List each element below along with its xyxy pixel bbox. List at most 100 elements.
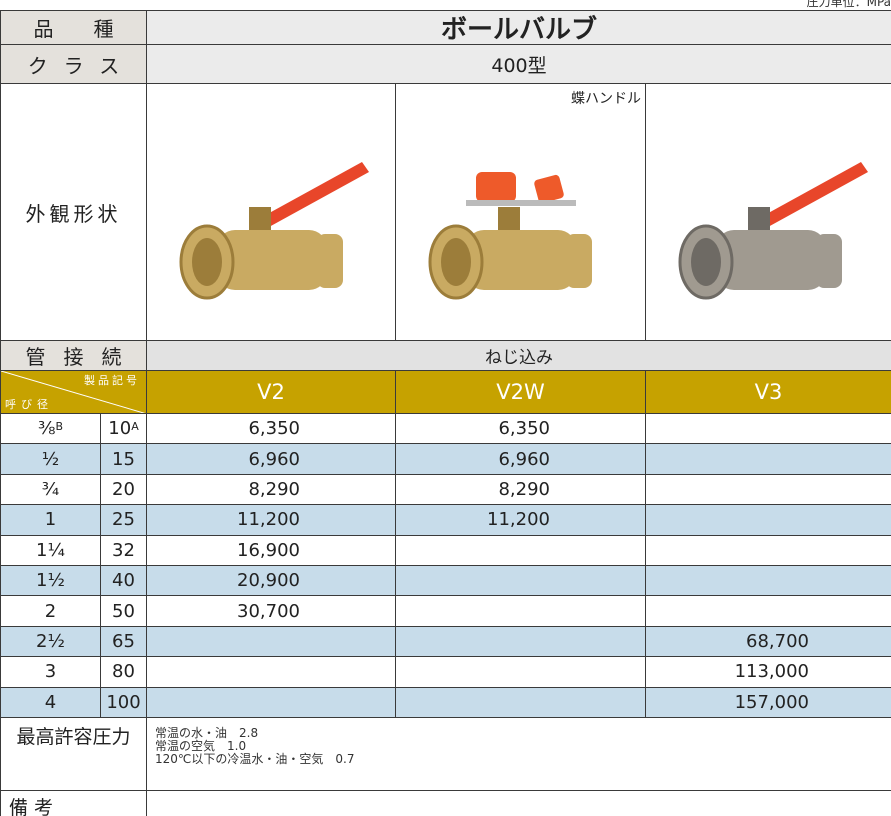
- header-code: 製品記号: [84, 374, 140, 387]
- mm-size: 65: [100, 625, 147, 658]
- inch-size: ½: [0, 443, 101, 475]
- connection-value: ねじ込み: [146, 340, 891, 371]
- valve-image: [179, 162, 369, 300]
- pressure-line: 常温の水・油 2.8: [155, 726, 259, 740]
- price: 6,960: [395, 443, 646, 475]
- price: [645, 504, 891, 536]
- mm-text: 80: [112, 661, 135, 683]
- remarks-label: 備考: [0, 790, 147, 816]
- size-header: 製品記号呼び径: [0, 370, 147, 414]
- mm-size: 100: [100, 686, 147, 718]
- mm-text: 20: [112, 478, 135, 500]
- inch-text: 2½: [36, 630, 65, 652]
- remarks-value: [146, 790, 891, 816]
- price: 11,200: [395, 504, 646, 536]
- inch-text: ½: [41, 448, 60, 470]
- pressure-line: 120℃以下の冷温水・油・空気 0.7: [155, 752, 355, 766]
- inch-size: ¾: [0, 473, 101, 506]
- inch-text: 1: [44, 509, 57, 531]
- mm-size: 20: [100, 473, 147, 506]
- pressure-line: 常温の空気 1.0: [155, 739, 247, 753]
- image-cell: 蝶ハンドル: [395, 83, 646, 341]
- inch-text: 1½: [36, 570, 65, 592]
- unit-note: 圧力単位：MPa: [806, 0, 891, 9]
- price: 6,350: [395, 413, 646, 445]
- price: [645, 595, 891, 627]
- inch-size: 2½: [0, 625, 101, 658]
- valve-image: [428, 172, 592, 300]
- inch-text: ⅜: [38, 418, 56, 440]
- mm-text: 25: [112, 509, 135, 531]
- inch-size: 2: [0, 595, 101, 627]
- price: [146, 625, 396, 658]
- image-cell: [146, 83, 397, 341]
- mm-text: 10: [108, 418, 132, 440]
- mm-size: 40: [100, 565, 147, 597]
- product-label: 品種: [0, 10, 147, 45]
- price: [645, 565, 891, 597]
- price: [395, 534, 646, 566]
- price: 8,290: [146, 473, 396, 506]
- price: 6,350: [146, 413, 396, 445]
- column-header: V3: [645, 370, 891, 414]
- inch-text: ¾: [41, 478, 60, 500]
- price: 16,900: [146, 534, 396, 566]
- diagonal: [1, 371, 147, 414]
- price: [395, 625, 646, 658]
- price: [645, 534, 891, 566]
- price: 30,700: [146, 595, 396, 627]
- inch-size: 1½: [0, 565, 101, 597]
- price: 6,960: [146, 443, 396, 475]
- price: 68,700: [645, 625, 891, 658]
- mm-size: 50: [100, 595, 147, 627]
- mm-size: 15: [100, 443, 147, 475]
- price: [645, 413, 891, 445]
- header-size: 呼び径: [5, 398, 53, 411]
- mm-text: 15: [112, 448, 135, 470]
- mm-unit: A: [131, 420, 139, 434]
- column-header: V2W: [395, 370, 646, 414]
- mm-text: 40: [112, 570, 135, 592]
- class-value: 400型: [146, 44, 891, 84]
- appearance-label: 外観形状: [0, 83, 147, 341]
- mm-text: 65: [112, 630, 135, 652]
- price: 113,000: [645, 656, 891, 688]
- mm-size: 80: [100, 656, 147, 688]
- image-cell: [645, 83, 891, 341]
- mm-size: 32: [100, 534, 147, 566]
- price: [395, 656, 646, 688]
- mm-text: 32: [112, 539, 135, 561]
- inch-text: 1¼: [36, 539, 65, 561]
- inch-text: 3: [44, 661, 57, 683]
- price: [146, 686, 396, 718]
- max-pressure-label: 最高許容圧力: [0, 717, 147, 791]
- valve-image: [678, 162, 868, 300]
- mm-text: 100: [106, 691, 141, 713]
- price: [395, 595, 646, 627]
- class-label: クラス: [0, 44, 147, 84]
- image-caption: 蝶ハンドル: [571, 91, 641, 107]
- inch-size: 3: [0, 656, 101, 688]
- inch-unit: B: [55, 420, 63, 434]
- inch-text: 4: [44, 691, 57, 713]
- price: 20,900: [146, 565, 396, 597]
- mm-text: 50: [112, 600, 135, 622]
- column-header: V2: [146, 370, 396, 414]
- inch-size: 1¼: [0, 534, 101, 566]
- price: [146, 656, 396, 688]
- product-value: ボールバルブ: [146, 10, 891, 45]
- price: 8,290: [395, 473, 646, 506]
- mm-size: 10 A: [100, 413, 147, 445]
- price: 11,200: [146, 504, 396, 536]
- price: 157,000: [645, 686, 891, 718]
- inch-size: 1: [0, 504, 101, 536]
- inch-size: 4: [0, 686, 101, 718]
- mm-size: 25: [100, 504, 147, 536]
- connection-label: 管接続: [0, 340, 147, 371]
- inch-text: 2: [44, 600, 57, 622]
- price: [395, 565, 646, 597]
- price: [645, 443, 891, 475]
- price: [395, 686, 646, 718]
